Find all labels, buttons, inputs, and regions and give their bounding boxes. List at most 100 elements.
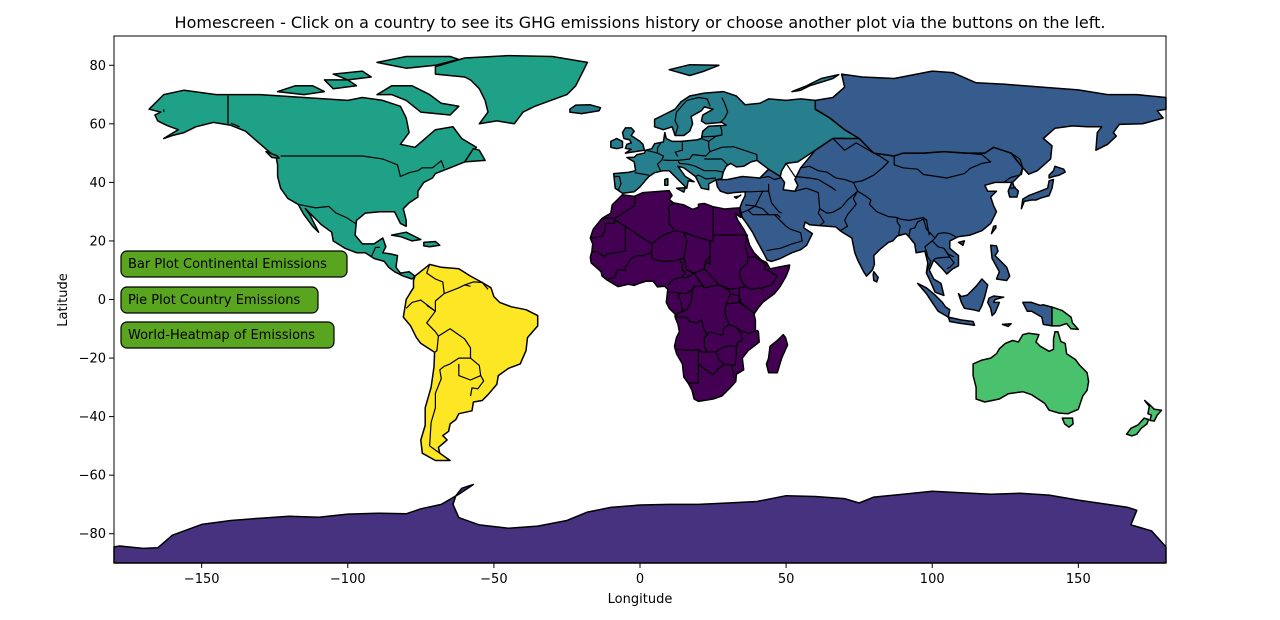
region-antarctica[interactable]	[113, 483, 1167, 564]
border-line-47	[1003, 174, 1021, 183]
asia-landmass-11[interactable]	[957, 240, 966, 247]
world-heatmap-button[interactable]: World-Heatmap of Emissions	[120, 321, 335, 349]
y-tick-label: −60	[79, 469, 106, 484]
border-line-71	[726, 301, 750, 311]
border-line-2	[297, 203, 357, 225]
border-line-27	[768, 191, 782, 214]
x-tick-label: 50	[778, 572, 795, 587]
north-america-landmass-1[interactable]	[434, 54, 589, 125]
asia-landmass-4[interactable]	[916, 282, 951, 318]
asia-landmass-13[interactable]	[733, 194, 742, 199]
border-line-19	[709, 146, 758, 161]
border-line-16	[677, 160, 724, 173]
y-tick-label: 20	[89, 234, 106, 249]
border-line-78	[730, 364, 735, 378]
x-axis-label: Longitude	[608, 592, 673, 607]
region-oceania[interactable]	[972, 306, 1163, 437]
north-america-landmass-8[interactable]	[423, 240, 441, 248]
africa-landmass-1[interactable]	[765, 333, 789, 374]
border-line-10	[464, 281, 489, 290]
border-line-64	[680, 272, 720, 289]
north-america-landmass-0[interactable]	[148, 89, 478, 280]
asia-landmass-7[interactable]	[986, 295, 1005, 317]
border-line-29	[740, 190, 764, 214]
asia-landmass-6[interactable]	[957, 278, 989, 312]
border-line-37	[857, 190, 927, 221]
border-line-24	[695, 174, 717, 180]
asia-landmass-10[interactable]	[990, 224, 997, 235]
north-america-landmass-7[interactable]	[390, 231, 422, 242]
border-line-17	[674, 141, 683, 157]
europe-landmass-3[interactable]	[569, 104, 602, 115]
north-america-landmass-10[interactable]	[463, 147, 486, 163]
pie-plot-country-button-label: Pie Plot Country Emissions	[128, 293, 301, 308]
africa-landmass-0[interactable]	[589, 189, 791, 403]
asia-landmass-9[interactable]	[872, 270, 879, 283]
oceania-landmass-0[interactable]	[972, 330, 1090, 415]
europe-landmass-5[interactable]	[675, 186, 687, 193]
border-line-13	[645, 149, 664, 171]
y-tick-label: 80	[89, 59, 106, 74]
asia-landmass-8[interactable]	[989, 244, 1011, 282]
pie-plot-country-button[interactable]: Pie Plot Country Emissions	[120, 286, 319, 314]
europe-landmass-0[interactable]	[612, 90, 860, 194]
europe-landmass-4[interactable]	[664, 177, 669, 187]
region-europe[interactable]	[569, 63, 860, 194]
europe-landmass-1[interactable]	[621, 127, 646, 154]
border-line-74	[703, 334, 708, 353]
asia-landmass-5[interactable]	[947, 316, 976, 327]
oceania-landmass-2[interactable]	[1143, 399, 1163, 422]
border-line-8	[458, 357, 482, 381]
north-america-landmass-3[interactable]	[376, 85, 460, 116]
x-tick-label: −50	[480, 572, 507, 587]
border-line-44	[946, 256, 955, 270]
y-tick-label: 0	[98, 293, 106, 308]
border-line-33	[800, 165, 859, 192]
y-tick-label: −20	[79, 352, 106, 367]
north-america-landmass-2[interactable]	[376, 55, 460, 69]
border-line-22	[674, 96, 711, 136]
bar-plot-continental-button[interactable]: Bar Plot Continental Emissions	[120, 250, 348, 278]
border-line-53	[607, 225, 653, 280]
region-africa[interactable]	[589, 189, 791, 403]
border-line-68	[675, 284, 732, 336]
south-america-landmass-0[interactable]	[402, 263, 539, 462]
border-line-15	[663, 137, 711, 161]
north-america-landmass-6[interactable]	[323, 79, 358, 90]
oceania-landmass-4[interactable]	[1051, 306, 1080, 331]
antarctica-landmass-0[interactable]	[113, 483, 1167, 564]
region-south-america[interactable]	[402, 263, 539, 462]
border-line-43	[931, 240, 951, 261]
north-america-landmass-5[interactable]	[332, 70, 372, 81]
country-borders	[163, 95, 1053, 454]
asia-landmass-3[interactable]	[1048, 165, 1066, 179]
border-line-41	[925, 218, 930, 236]
map-title: Homescreen - Click on a country to see i…	[175, 13, 1106, 32]
border-line-65	[667, 285, 705, 295]
border-line-56	[683, 206, 714, 242]
x-tick-label: 0	[636, 572, 644, 587]
border-line-72	[676, 323, 743, 353]
oceania-landmass-1[interactable]	[1061, 417, 1074, 428]
region-north-america[interactable]	[148, 54, 589, 280]
bar-plot-continental-button-label: Bar Plot Continental Emissions	[128, 257, 327, 272]
north-america-landmass-9[interactable]	[265, 150, 280, 159]
asia-landmass-2[interactable]	[1020, 178, 1055, 210]
oceania-landmass-3[interactable]	[1125, 417, 1150, 437]
border-line-34	[785, 163, 837, 192]
north-america-landmass-4[interactable]	[276, 85, 326, 96]
europe-landmass-2[interactable]	[610, 137, 624, 150]
border-line-45	[943, 247, 955, 258]
border-line-4	[426, 264, 445, 312]
border-line-63	[683, 258, 705, 274]
map-regions[interactable]	[113, 54, 1167, 564]
x-tick-label: −150	[184, 572, 220, 587]
asia-landmass-14[interactable]	[1001, 323, 1012, 328]
border-line-51	[614, 196, 637, 219]
europe-landmass-7[interactable]	[791, 73, 840, 93]
x-tick-label: 100	[920, 572, 945, 587]
border-line-5	[443, 284, 471, 295]
europe-landmass-6[interactable]	[668, 63, 720, 77]
border-line-42	[924, 237, 936, 274]
